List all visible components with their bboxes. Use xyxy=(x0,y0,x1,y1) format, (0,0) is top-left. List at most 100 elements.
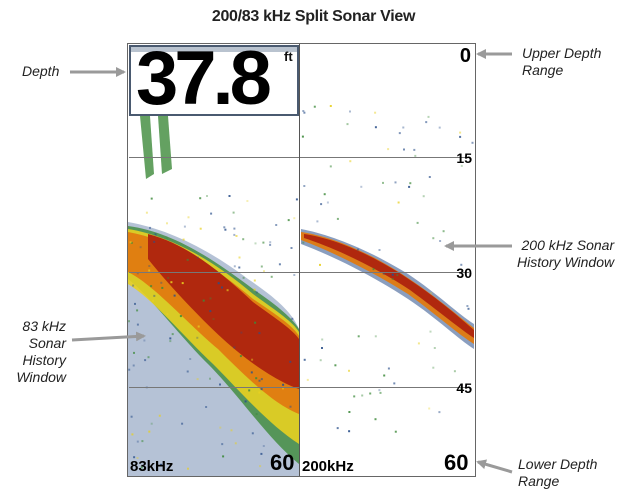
sonar-speckle xyxy=(136,309,139,312)
sonar-speckle xyxy=(131,433,134,436)
lower-depth-range: 60 xyxy=(444,450,469,475)
sonar-speckle xyxy=(323,193,326,196)
sonar-speckle xyxy=(255,291,258,294)
sonar-speckle xyxy=(251,432,254,435)
sonar-speckle xyxy=(228,195,231,197)
sonar-speckle xyxy=(205,406,208,408)
sonar-speckle xyxy=(130,241,133,244)
sonar-speckle xyxy=(326,201,329,204)
sonar-speckle xyxy=(260,378,263,381)
sonar-speckle xyxy=(282,383,285,386)
sonar-speckle xyxy=(287,219,290,222)
sonar-speckle xyxy=(394,181,397,184)
sonar-speckle xyxy=(398,132,401,135)
sonar-speckle xyxy=(240,331,243,334)
sonar-screen: 37.8 ft 0 15 30 45 83kHz 60 200kHz 60 xyxy=(127,43,476,477)
sonar-speckle xyxy=(181,282,184,285)
sonar-speckle xyxy=(409,182,412,185)
depth-mark-45: 45 xyxy=(456,380,472,396)
sonar-speckle xyxy=(393,382,396,385)
sonar-speckle xyxy=(346,123,349,126)
sonar-speckle xyxy=(255,413,258,416)
sonar-speckle xyxy=(291,317,294,320)
sonar-speckle xyxy=(422,195,425,198)
depth-unit: ft xyxy=(284,49,293,64)
sonar-speckle xyxy=(152,299,155,302)
sonar-speckle xyxy=(181,422,184,425)
sonar-speckle xyxy=(166,222,168,225)
sonar-speckle xyxy=(160,463,162,466)
sonar-speckle xyxy=(383,374,386,377)
sonar-speckle xyxy=(150,422,153,425)
sonar-speckle xyxy=(396,274,399,277)
callout-upper-range-line1: Upper Depth xyxy=(522,45,602,61)
sonar-speckle xyxy=(128,320,130,323)
sonar-speckle xyxy=(438,411,441,414)
left-freq-label: 83kHz xyxy=(130,458,174,475)
sonar-speckle xyxy=(187,216,190,219)
sonar-speckle xyxy=(196,336,199,339)
sonar-speckle xyxy=(253,288,256,291)
sonar-speckle xyxy=(238,266,241,269)
sonar-speckle xyxy=(270,275,273,278)
sonar-speckle xyxy=(262,241,265,244)
sonar-speckle xyxy=(471,141,474,144)
sonar-speckle xyxy=(253,279,256,282)
sonar-speckle xyxy=(242,276,245,279)
sonar-speckle xyxy=(329,105,332,107)
sonar-speckle xyxy=(134,302,136,305)
sonar-speckle xyxy=(202,299,205,302)
sonar-speckle xyxy=(133,351,135,354)
sonar-speckle xyxy=(235,235,238,237)
depth-value: 37.8 xyxy=(136,43,272,121)
sonar-speckle xyxy=(428,407,431,410)
sonar-speckle xyxy=(196,378,199,381)
sonar-speckle xyxy=(233,233,236,236)
sonar-200-band-outer xyxy=(301,229,474,349)
depth-mark-15: 15 xyxy=(456,150,472,166)
sonar-speckle xyxy=(336,427,339,430)
sonar-speckle xyxy=(260,265,263,268)
sonar-speckle xyxy=(199,197,202,200)
sonar-speckle xyxy=(269,243,272,246)
sonar-speckle xyxy=(369,392,372,395)
upper-depth-range: 0 xyxy=(459,45,471,67)
sonar-speckle xyxy=(244,400,247,403)
sonar-speckle xyxy=(212,318,215,321)
callout-depth: Depth xyxy=(22,63,60,79)
sonar-speckle xyxy=(136,440,139,443)
sonar-speckle xyxy=(260,388,263,391)
sonar-speckle xyxy=(129,241,132,244)
sonar-speckle xyxy=(169,337,172,340)
sonar-speckle xyxy=(183,225,186,228)
depth-readout: 37.8 ft xyxy=(129,43,299,121)
sonar-speckle xyxy=(397,201,400,204)
sonar-speckle xyxy=(263,270,265,273)
sonar-speckle xyxy=(258,379,261,382)
sonar-speckle xyxy=(275,224,278,226)
sonar-speckle xyxy=(349,160,352,163)
sonar-speckle xyxy=(293,274,296,276)
sonar-speckle xyxy=(374,126,377,129)
split-divider xyxy=(299,44,300,476)
sonar-speckle xyxy=(209,377,211,380)
lower-range-arrow xyxy=(476,459,513,474)
callout-lower-range-line2: Range xyxy=(518,473,560,489)
sonar-speckle xyxy=(148,265,151,267)
callout-83-window-line1: 83 kHz xyxy=(22,318,66,334)
sonar-speckle xyxy=(403,148,405,151)
sonar-speckle xyxy=(439,240,442,242)
sonar-speckle xyxy=(233,346,236,349)
sonar-speckle xyxy=(466,305,469,307)
sonar-speckle xyxy=(301,135,304,138)
sonar-speckle xyxy=(254,242,257,245)
sonar-speckle xyxy=(250,371,253,374)
sonar-speckle xyxy=(239,355,242,358)
sonar-speckle xyxy=(221,443,224,446)
sonar-speckle xyxy=(382,181,384,184)
sonar-speckle xyxy=(408,185,411,188)
sonar-speckle xyxy=(242,238,245,241)
sonar-speckle xyxy=(199,227,202,230)
sonar-speckle xyxy=(425,121,428,124)
sonar-speckle xyxy=(206,195,208,197)
